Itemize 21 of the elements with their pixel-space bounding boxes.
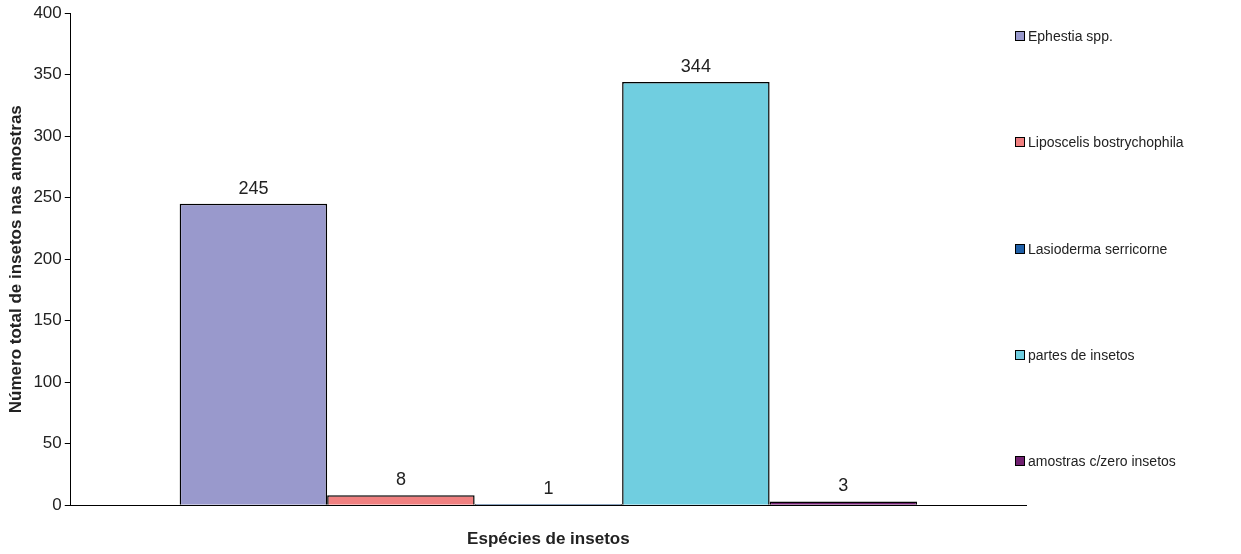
y-tick-label: 300 [33,125,62,145]
legend-label: partes de insetos [1028,346,1135,363]
legend-label: amostras c/zero insetos [1028,453,1176,469]
data-label: 245 [238,177,269,198]
y-tick-label: 0 [52,494,62,514]
y-tick-label: 50 [42,433,62,453]
legend-label: Ephestia spp. [1028,28,1113,44]
data-label: 8 [395,469,406,490]
y-tick-label: 250 [33,187,62,207]
y-tick-label: 400 [33,2,62,22]
data-label: 3 [838,475,849,496]
y-tick-label: 350 [33,64,62,84]
y-tick-label: 100 [33,371,62,391]
y-axis-title: Número total de insetos nas amostras [5,105,25,414]
data-label: 344 [680,56,711,77]
legend-label: Liposcelis bostrychophila [1028,134,1184,151]
legend-label: Lasioderma serricorne [1028,240,1168,257]
x-axis-title: Espécies de insetos [467,529,630,549]
data-label: 1 [543,477,554,498]
y-tick-label: 150 [33,310,62,330]
y-tick-label: 200 [33,248,62,268]
